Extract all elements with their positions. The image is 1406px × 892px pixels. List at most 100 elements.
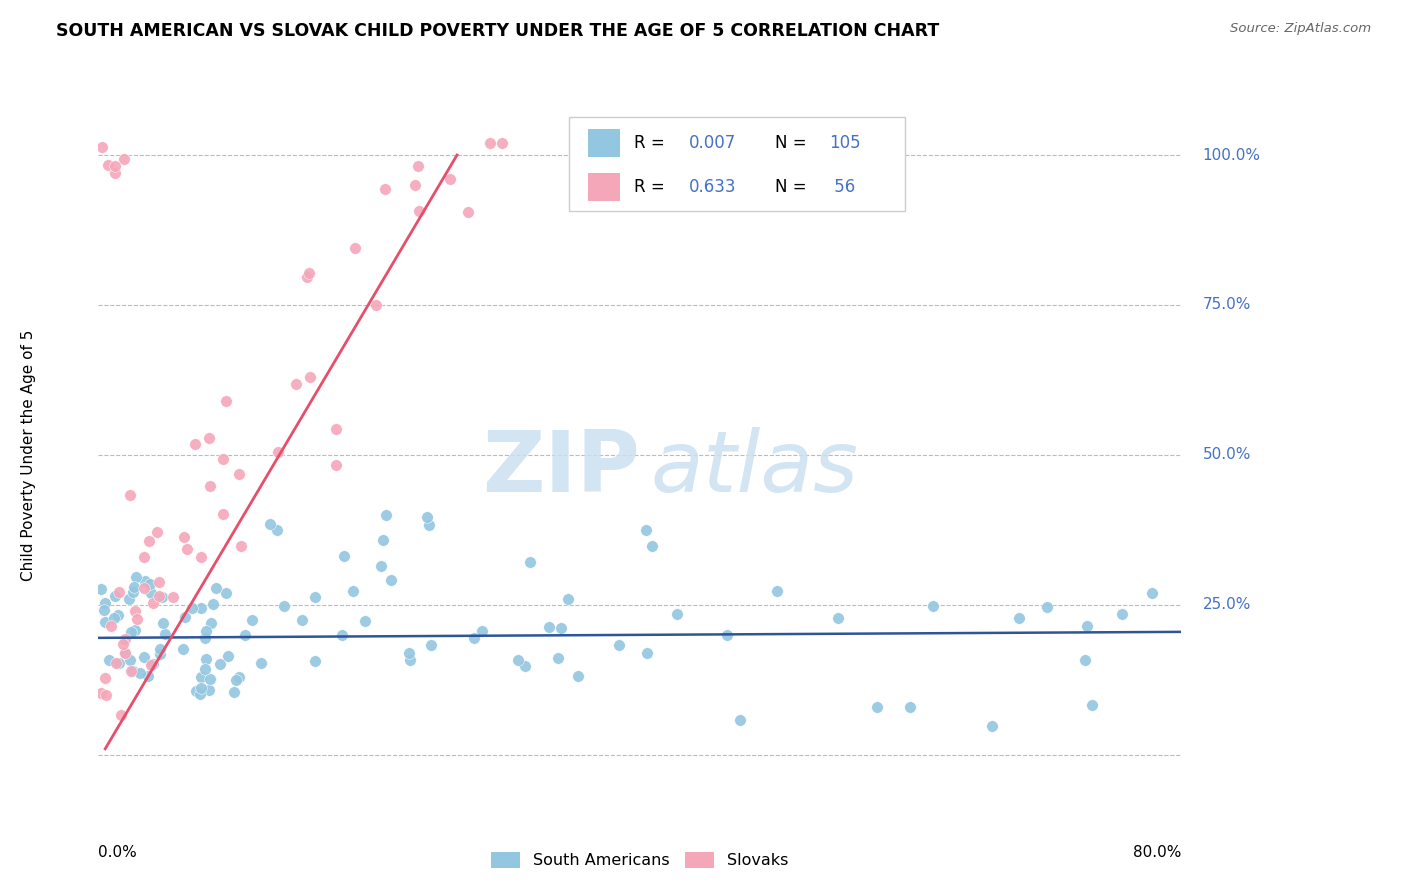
Point: [374, 508, 396, 522]
Point: [93, 671, 115, 685]
Point: [173, 530, 195, 544]
Point: [728, 714, 751, 728]
Point: [404, 178, 426, 192]
Point: [304, 654, 326, 668]
Point: [250, 656, 273, 670]
Point: [103, 611, 125, 625]
Text: 105: 105: [830, 134, 860, 153]
Point: [333, 549, 356, 563]
Point: [1081, 698, 1104, 713]
Point: [120, 624, 142, 639]
Point: [266, 524, 288, 538]
Point: [1140, 586, 1163, 600]
Point: [463, 631, 485, 645]
Point: [506, 653, 529, 667]
Point: [124, 604, 146, 618]
Point: [557, 591, 579, 606]
Point: [1074, 653, 1097, 667]
Point: [139, 658, 162, 673]
Text: R =: R =: [634, 178, 671, 196]
Point: [190, 670, 212, 684]
Point: [418, 517, 440, 532]
Point: [228, 467, 250, 481]
Point: [1076, 618, 1098, 632]
Point: [921, 599, 943, 614]
Point: [153, 627, 176, 641]
Point: [354, 614, 377, 628]
Point: [201, 597, 224, 611]
Text: SOUTH AMERICAN VS SLOVAK CHILD POVERTY UNDER THE AGE OF 5 CORRELATION CHART: SOUTH AMERICAN VS SLOVAK CHILD POVERTY U…: [56, 22, 939, 40]
Point: [200, 615, 222, 630]
Point: [104, 160, 127, 174]
Point: [342, 583, 364, 598]
Legend: South Americans, Slovaks: South Americans, Slovaks: [485, 846, 794, 875]
Point: [93, 615, 115, 629]
Point: [118, 592, 141, 607]
Point: [188, 687, 211, 701]
Point: [212, 452, 235, 467]
Text: 0.007: 0.007: [689, 134, 735, 153]
FancyBboxPatch shape: [569, 118, 905, 211]
Point: [162, 590, 184, 604]
Point: [108, 585, 131, 599]
Point: [374, 181, 396, 195]
Point: [108, 657, 131, 671]
Point: [419, 638, 441, 652]
Point: [325, 458, 347, 472]
Point: [766, 584, 789, 599]
Point: [90, 686, 112, 700]
Text: Source: ZipAtlas.com: Source: ZipAtlas.com: [1230, 22, 1371, 36]
Text: 56: 56: [830, 178, 855, 196]
Point: [398, 646, 420, 660]
Point: [197, 432, 219, 446]
Point: [330, 628, 353, 642]
Point: [114, 632, 136, 647]
Point: [217, 648, 239, 663]
Point: [134, 649, 156, 664]
Point: [190, 600, 212, 615]
Text: Child Poverty Under the Age of 5: Child Poverty Under the Age of 5: [21, 329, 35, 581]
Point: [172, 641, 194, 656]
Point: [114, 647, 136, 661]
Point: [408, 204, 430, 219]
Point: [112, 153, 135, 167]
Point: [406, 160, 429, 174]
Point: [118, 488, 141, 502]
Point: [174, 610, 197, 624]
Text: 80.0%: 80.0%: [1133, 845, 1181, 860]
Point: [122, 585, 145, 599]
Point: [194, 631, 217, 645]
Point: [641, 539, 664, 553]
Point: [124, 581, 146, 595]
Point: [567, 668, 589, 682]
Point: [138, 577, 160, 591]
Point: [122, 664, 145, 678]
Point: [149, 647, 172, 661]
Point: [100, 619, 122, 633]
Point: [183, 437, 205, 451]
Point: [142, 657, 165, 671]
Point: [228, 670, 250, 684]
Point: [211, 507, 233, 521]
Point: [148, 575, 170, 590]
Point: [519, 555, 541, 569]
Point: [827, 611, 849, 625]
Point: [298, 370, 321, 384]
Point: [550, 621, 572, 635]
Point: [259, 516, 281, 531]
Point: [665, 607, 688, 621]
Point: [97, 652, 120, 666]
Point: [215, 586, 238, 600]
Point: [120, 665, 142, 679]
Point: [865, 699, 887, 714]
Point: [138, 534, 160, 549]
Point: [491, 136, 513, 150]
Point: [416, 510, 439, 524]
Point: [190, 549, 212, 564]
Point: [195, 624, 218, 639]
Text: 0.0%: 0.0%: [98, 845, 138, 860]
Point: [1036, 599, 1059, 614]
Point: [366, 297, 388, 311]
Point: [134, 574, 156, 588]
Point: [273, 599, 295, 614]
